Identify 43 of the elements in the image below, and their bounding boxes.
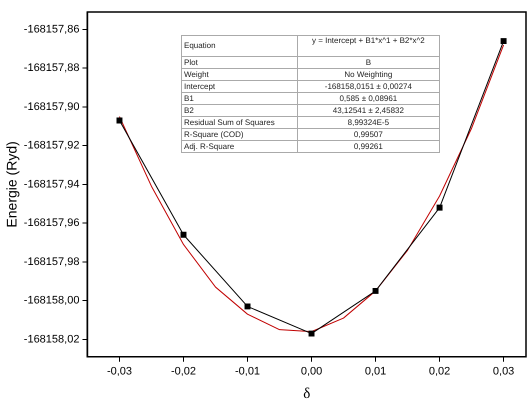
annotation: Plot xyxy=(182,56,298,68)
annotation: Adj. R-Square xyxy=(182,140,298,152)
x-axis-title: δ xyxy=(303,386,310,402)
annotation: Residual Sum of Squares xyxy=(182,116,298,128)
x-tick-label: -0,03 xyxy=(106,365,132,378)
point xyxy=(180,232,186,238)
annotation: 43,12541 ± 2,45832 xyxy=(297,104,440,116)
y-tick-label: -168157,94 xyxy=(24,178,80,190)
annotation: R-Square (COD) xyxy=(182,128,298,140)
y-tick-label: -168157,88 xyxy=(24,62,80,74)
x-tick-label: 0,01 xyxy=(364,365,386,378)
annotation: Equation xyxy=(182,36,298,56)
annotation: y = Intercept + B1*x^1 + B2*x^2 xyxy=(297,36,440,56)
point xyxy=(372,288,379,294)
annotation: 8,99324E-5 xyxy=(297,116,440,128)
annotation: B2 xyxy=(182,104,298,116)
annotation: Intercept xyxy=(182,80,298,92)
y-axis-title: Energie (Ryd) xyxy=(3,141,20,228)
point xyxy=(308,330,315,337)
y-tick-label: -168158,02 xyxy=(24,333,80,346)
y-tick-label: -168157,92 xyxy=(24,140,80,152)
annotation: Weight xyxy=(182,68,298,80)
annotation: No Weighting xyxy=(297,68,440,80)
x-tick-label: -0,02 xyxy=(170,365,196,378)
annotation: -168158,0151 ± 0,00274 xyxy=(297,80,440,92)
annotation: 0,99507 xyxy=(297,128,440,140)
point xyxy=(500,38,507,44)
annotation: B xyxy=(297,56,440,68)
y-tick-label: -168157,90 xyxy=(24,100,80,113)
y-tick-label: -168157,96 xyxy=(24,217,80,230)
x-tick-label: 0,02 xyxy=(428,365,450,378)
annotation: 0,99261 xyxy=(297,140,440,152)
x-tick-label: 0,00 xyxy=(300,365,322,378)
x-tick-label: 0,03 xyxy=(492,365,514,378)
y-tick-label: -168157,86 xyxy=(24,23,80,36)
y-tick-label: -168158,00 xyxy=(24,294,80,307)
point xyxy=(436,204,443,211)
point xyxy=(116,118,122,124)
x-tick-label: -0,01 xyxy=(234,365,260,378)
annotation: B1 xyxy=(182,92,298,104)
y-tick-label: -168157,98 xyxy=(24,256,80,268)
point xyxy=(244,303,250,310)
annotation: 0,585 ± 0,08961 xyxy=(297,92,440,104)
